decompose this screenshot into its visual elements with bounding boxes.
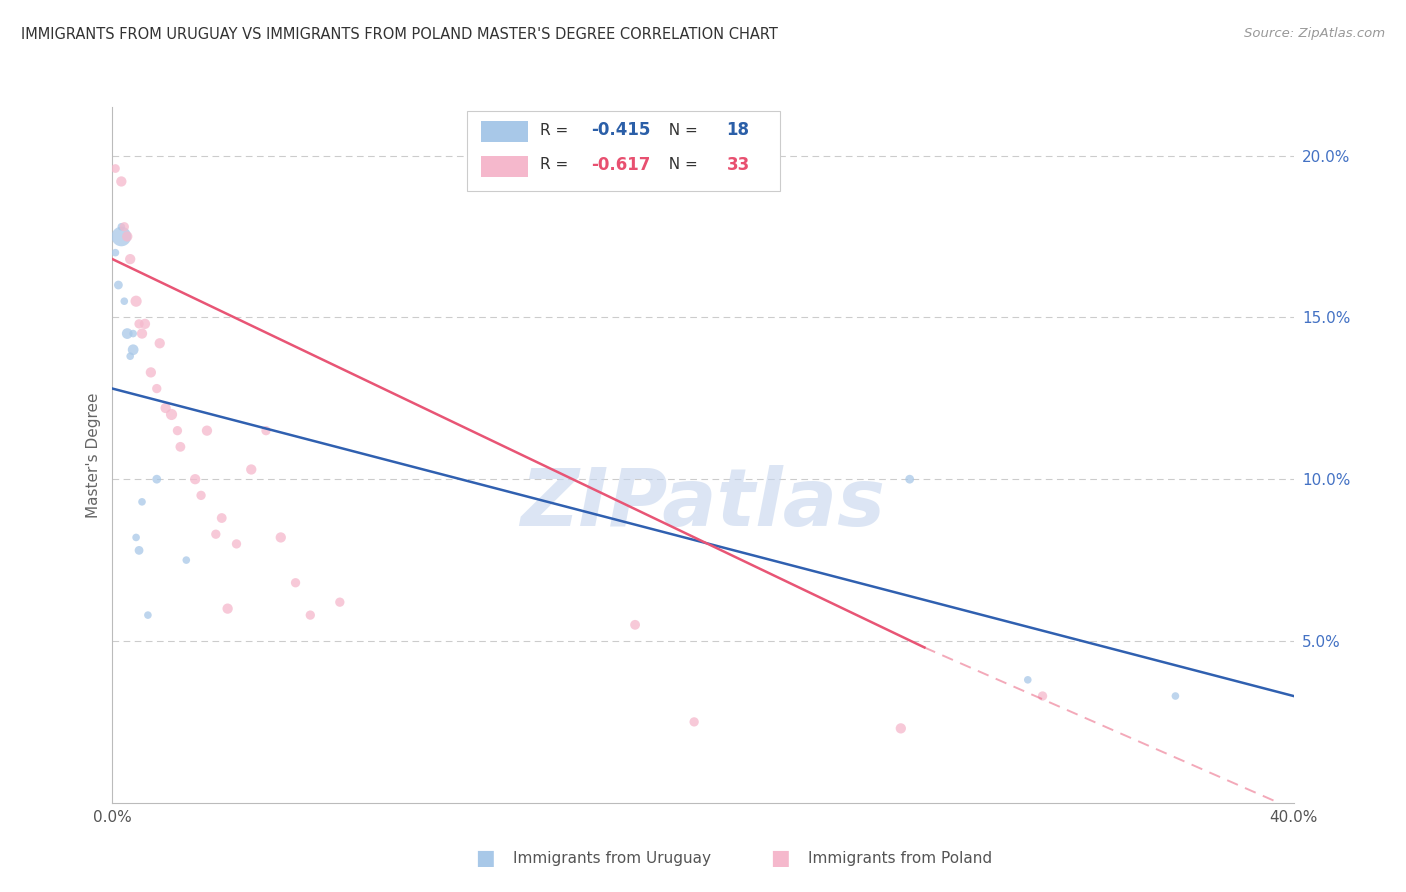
Text: IMMIGRANTS FROM URUGUAY VS IMMIGRANTS FROM POLAND MASTER'S DEGREE CORRELATION CH: IMMIGRANTS FROM URUGUAY VS IMMIGRANTS FR… bbox=[21, 27, 778, 42]
Point bbox=[174, 553, 197, 567]
Point bbox=[104, 245, 127, 260]
Point bbox=[107, 278, 129, 293]
Point bbox=[104, 161, 127, 176]
Point bbox=[217, 601, 239, 615]
Point bbox=[211, 511, 233, 525]
Point bbox=[1032, 689, 1054, 703]
Bar bbox=[481, 156, 529, 177]
Text: -0.617: -0.617 bbox=[591, 156, 650, 174]
Text: 33: 33 bbox=[727, 156, 749, 174]
Point bbox=[284, 575, 307, 590]
Point bbox=[122, 343, 145, 357]
Point bbox=[146, 382, 169, 396]
Point bbox=[120, 349, 142, 363]
Bar bbox=[481, 121, 529, 142]
Point bbox=[184, 472, 207, 486]
Point bbox=[225, 537, 247, 551]
Text: ■: ■ bbox=[475, 848, 495, 868]
Point bbox=[120, 252, 142, 267]
Point bbox=[131, 495, 153, 509]
Text: ZIPatlas: ZIPatlas bbox=[520, 465, 886, 542]
Point bbox=[624, 617, 647, 632]
Point bbox=[890, 722, 912, 736]
Text: N =: N = bbox=[659, 122, 703, 137]
Point bbox=[112, 294, 135, 309]
Point bbox=[169, 440, 191, 454]
Point bbox=[112, 219, 135, 234]
Text: Immigrants from Poland: Immigrants from Poland bbox=[808, 851, 993, 865]
Point bbox=[205, 527, 228, 541]
Point bbox=[155, 401, 177, 415]
Point bbox=[146, 472, 169, 486]
Point bbox=[117, 326, 138, 341]
Point bbox=[329, 595, 352, 609]
Text: Source: ZipAtlas.com: Source: ZipAtlas.com bbox=[1244, 27, 1385, 40]
Point bbox=[195, 424, 218, 438]
Point bbox=[190, 488, 212, 502]
Point bbox=[683, 714, 706, 729]
Point bbox=[270, 531, 292, 545]
Point bbox=[136, 608, 159, 623]
Point bbox=[131, 326, 153, 341]
Point bbox=[128, 317, 150, 331]
Text: N =: N = bbox=[659, 157, 703, 172]
Point bbox=[134, 317, 156, 331]
Text: 18: 18 bbox=[727, 121, 749, 139]
Point bbox=[160, 408, 183, 422]
Point bbox=[166, 424, 188, 438]
Text: ■: ■ bbox=[770, 848, 790, 868]
Point bbox=[125, 531, 148, 545]
Point bbox=[299, 608, 322, 623]
Text: -0.415: -0.415 bbox=[591, 121, 650, 139]
Point bbox=[117, 229, 138, 244]
Point bbox=[139, 365, 162, 379]
Point bbox=[149, 336, 172, 351]
Point bbox=[254, 424, 277, 438]
Text: R =: R = bbox=[540, 157, 574, 172]
Point bbox=[240, 462, 263, 476]
Point bbox=[110, 219, 132, 234]
Point bbox=[1017, 673, 1039, 687]
Point bbox=[898, 472, 921, 486]
Point bbox=[110, 229, 132, 244]
Text: Immigrants from Uruguay: Immigrants from Uruguay bbox=[513, 851, 711, 865]
Y-axis label: Master's Degree: Master's Degree bbox=[86, 392, 101, 517]
Point bbox=[128, 543, 150, 558]
Point bbox=[1164, 689, 1187, 703]
Bar bbox=[467, 111, 780, 191]
Point bbox=[125, 294, 148, 309]
Point bbox=[122, 326, 145, 341]
Text: R =: R = bbox=[540, 122, 574, 137]
Point bbox=[110, 174, 132, 188]
